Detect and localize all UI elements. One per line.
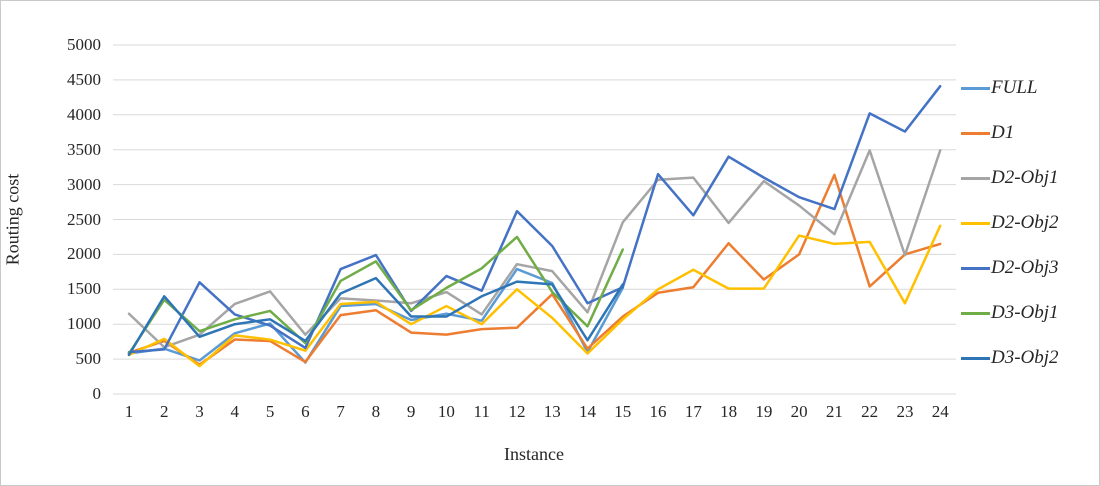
y-tick-3000: 3000	[67, 174, 101, 194]
legend-swatch-icon	[961, 356, 990, 360]
x-tick-1: 1	[124, 402, 134, 421]
legend-item-d1: D1	[961, 120, 1014, 146]
x-tick-14: 14	[579, 402, 596, 421]
legend-swatch-icon	[961, 221, 990, 225]
x-tick-18: 18	[720, 402, 738, 421]
y-tick-5000: 5000	[67, 35, 101, 54]
x-tick-20: 20	[790, 402, 808, 421]
legend-item-full: FULL	[961, 75, 1037, 101]
x-tick-8: 8	[371, 402, 381, 421]
legend-label: D1	[991, 122, 1015, 143]
legend-item-d2-obj3: D2-Obj3	[961, 255, 1059, 281]
legend-swatch-icon	[961, 86, 990, 90]
legend-swatch-icon	[961, 176, 990, 180]
legend-item-d3-obj2: D3-Obj2	[961, 345, 1059, 371]
x-tick-12: 12	[508, 402, 526, 421]
x-tick-23: 23	[896, 402, 914, 421]
y-tick-2000: 2000	[67, 244, 101, 264]
legend-label: D2-Obj1	[991, 167, 1059, 188]
legend-label: D2-Obj3	[991, 257, 1059, 278]
x-tick-10: 10	[437, 402, 455, 421]
x-tick-24: 24	[931, 402, 949, 421]
y-tick-1500: 1500	[67, 279, 101, 299]
y-tick-0: 0	[92, 384, 102, 403]
x-tick-22: 22	[861, 402, 879, 421]
legend-label: D2-Obj2	[991, 212, 1059, 233]
series-line-d1	[127, 173, 942, 366]
legend-item-d2-obj2: D2-Obj2	[961, 210, 1059, 236]
legend-label: D3-Obj1	[991, 302, 1059, 323]
x-tick-7: 7	[336, 402, 345, 421]
x-tick-16: 16	[649, 402, 667, 421]
series-line-d3-obj1	[127, 235, 625, 355]
x-tick-6: 6	[301, 402, 310, 421]
y-tick-4000: 4000	[67, 104, 101, 124]
legend-item-d2-obj1: D2-Obj1	[961, 165, 1059, 191]
y-tick-1000: 1000	[67, 314, 101, 334]
y-tick-4500: 4500	[67, 69, 101, 89]
x-tick-5: 5	[265, 402, 275, 421]
x-tick-15: 15	[614, 402, 632, 421]
x-tick-4: 4	[230, 402, 240, 421]
series-line-d2-obj2	[127, 224, 942, 368]
x-tick-13: 13	[543, 402, 561, 421]
y-tick-3500: 3500	[67, 139, 101, 159]
series-line-d2-obj3	[127, 84, 942, 354]
x-tick-3: 3	[195, 402, 204, 421]
x-tick-21: 21	[825, 402, 843, 421]
x-tick-19: 19	[755, 402, 773, 421]
x-tick-17: 17	[684, 402, 702, 421]
x-tick-9: 9	[406, 402, 416, 421]
legend-item-d3-obj1: D3-Obj1	[961, 300, 1059, 326]
legend-swatch-icon	[961, 266, 990, 270]
x-axis-title: Instance	[504, 444, 564, 464]
y-tick-500: 500	[75, 349, 102, 369]
series-line-full	[127, 267, 625, 364]
legend-label: D3-Obj2	[991, 347, 1059, 368]
series-line-d3-obj2	[127, 276, 625, 357]
y-axis-title: Routing cost	[2, 173, 23, 266]
x-tick-2: 2	[160, 402, 169, 421]
legend-label: FULL	[991, 77, 1038, 98]
series-line-d2-obj1	[127, 149, 942, 349]
x-tick-11: 11	[473, 402, 490, 421]
legend-swatch-icon	[961, 131, 990, 135]
y-tick-2500: 2500	[67, 209, 101, 229]
legend-swatch-icon	[961, 311, 990, 315]
